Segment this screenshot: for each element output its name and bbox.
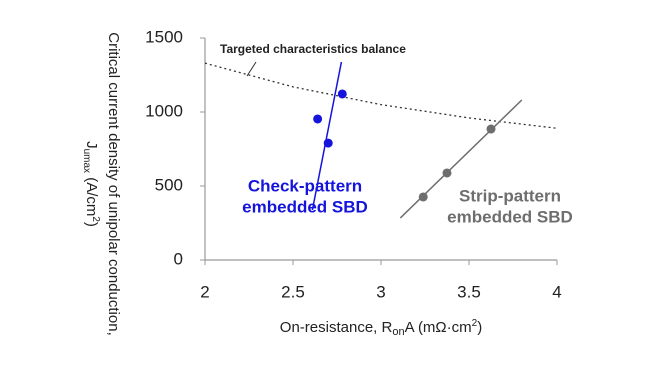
y-axis-title-2: Jumax (A/cm2) <box>81 141 101 227</box>
y-title-sup: 2 <box>90 216 101 222</box>
x-tick-label: 2 <box>200 282 209 301</box>
x-title-part: A (mΩ·cm <box>405 319 472 336</box>
x-axis-title: On-resistance, RonA (mΩ·cm2) <box>280 318 482 338</box>
series-label: Check-pattern <box>248 176 362 195</box>
y-title-part: ) <box>83 222 100 227</box>
y-title-sub: umax <box>81 149 92 173</box>
y-title-part: (A/cm <box>83 173 100 216</box>
x-tick-label: 3 <box>376 282 385 301</box>
point <box>418 192 428 202</box>
x-title-sup: 2 <box>472 318 478 329</box>
x-tick-label: 4 <box>552 282 561 301</box>
x-title-part: ) <box>477 319 482 336</box>
y-tick-label: 500 <box>155 175 183 194</box>
reference-leader <box>246 61 257 77</box>
reference-label: Targeted characteristics balance <box>220 42 406 56</box>
point <box>442 168 452 178</box>
y-tick-label: 1000 <box>145 101 183 120</box>
x-title-part: On-resistance, R <box>280 319 393 336</box>
series-label: embedded SBD <box>242 197 368 216</box>
y-title-part: J <box>83 141 100 149</box>
x-tick-label: 2.5 <box>281 282 305 301</box>
reference-curve <box>204 62 558 129</box>
y-axis-title: Critical current density of unipolar con… <box>105 32 122 336</box>
point <box>337 89 347 99</box>
point <box>313 114 323 124</box>
x-title-sub: on <box>392 326 404 338</box>
y-tick-label: 1500 <box>145 27 183 46</box>
y-tick-label: 0 <box>174 249 183 268</box>
point <box>323 138 333 148</box>
series-label: embedded SBD <box>447 207 573 226</box>
trend-line <box>311 61 343 211</box>
x-tick-label: 3.5 <box>457 282 481 301</box>
series-label: Strip-pattern <box>459 186 561 205</box>
point <box>486 124 496 134</box>
